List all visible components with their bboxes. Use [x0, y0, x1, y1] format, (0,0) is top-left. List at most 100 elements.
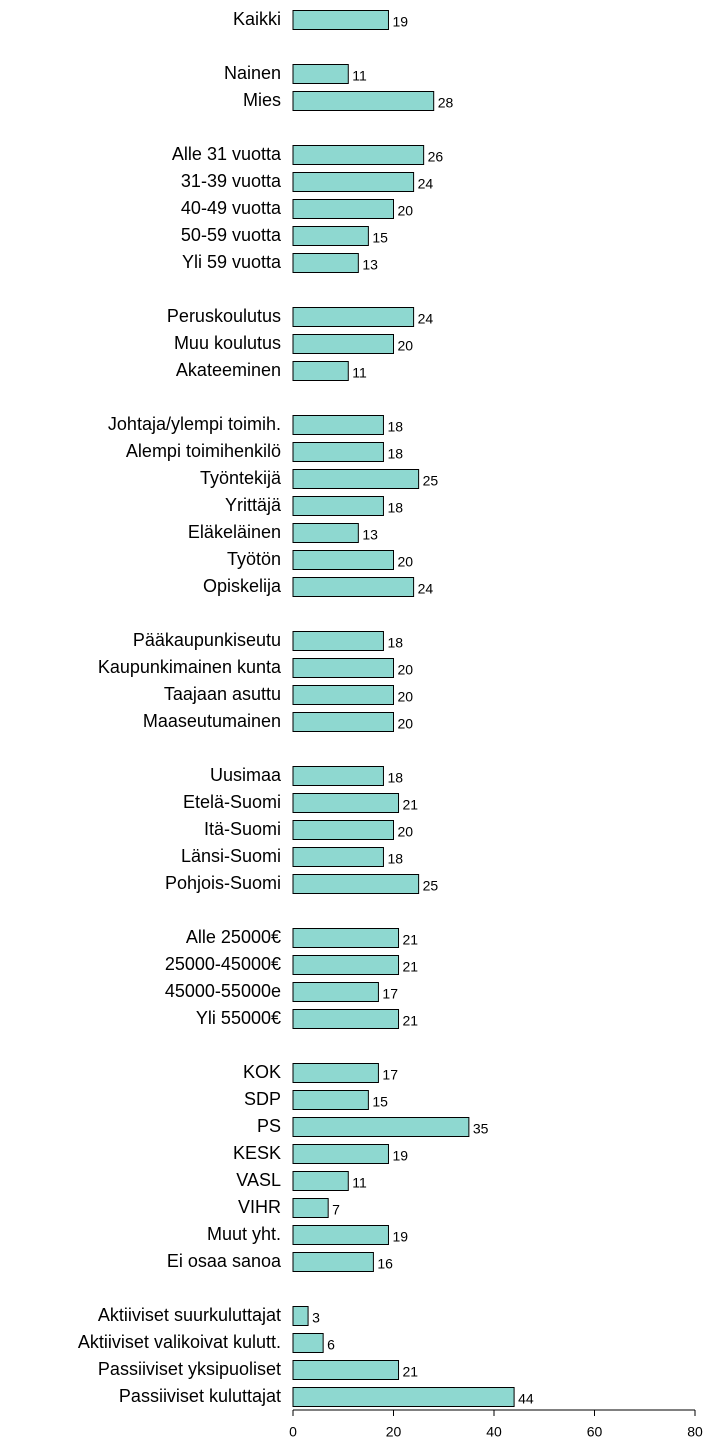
value-label: 25 [423, 878, 439, 894]
category-label: VASL [236, 1170, 281, 1190]
value-label: 3 [312, 1310, 320, 1326]
bar [292, 1090, 369, 1110]
bar [292, 253, 359, 273]
category-label: KOK [243, 1062, 281, 1082]
bar [292, 145, 425, 165]
value-label: 20 [398, 203, 414, 219]
bar [292, 1144, 389, 1164]
bar [292, 793, 400, 813]
bar [292, 766, 384, 786]
x-tick-label: 20 [386, 1424, 402, 1440]
category-label: Etelä-Suomi [183, 792, 281, 812]
category-label: Aktiiviset valikoivat kulutt. [78, 1332, 281, 1352]
value-label: 13 [362, 257, 378, 273]
bar [292, 496, 384, 516]
category-label: Maaseutumainen [143, 711, 281, 731]
bar [292, 10, 389, 30]
value-label: 7 [332, 1202, 340, 1218]
value-label: 17 [382, 1067, 398, 1083]
category-label: Aktiiviset suurkuluttajat [98, 1305, 281, 1325]
bar [292, 172, 415, 192]
bar [292, 928, 400, 948]
value-label: 13 [362, 527, 378, 543]
category-label: Eläkeläinen [188, 522, 281, 542]
category-label: 25000-45000€ [165, 954, 281, 974]
category-label: Alle 25000€ [186, 927, 281, 947]
value-label: 44 [518, 1391, 534, 1407]
bar [292, 469, 420, 489]
value-label: 28 [438, 95, 454, 111]
category-label: Alle 31 vuotta [172, 144, 282, 164]
category-label: Opiskelija [203, 576, 282, 596]
bar [292, 1171, 349, 1191]
category-label: SDP [244, 1089, 281, 1109]
bar [292, 982, 379, 1002]
value-label: 21 [403, 797, 419, 813]
value-label: 25 [423, 473, 439, 489]
category-label: Peruskoulutus [167, 306, 281, 326]
category-label: PS [257, 1116, 281, 1136]
value-label: 18 [387, 635, 403, 651]
bar [292, 820, 394, 840]
value-label: 21 [403, 959, 419, 975]
bar [292, 199, 394, 219]
bar [292, 577, 415, 597]
bar [292, 226, 369, 246]
category-label: 50-59 vuotta [181, 225, 282, 245]
value-label: 20 [398, 689, 414, 705]
category-label: Länsi-Suomi [181, 846, 281, 866]
bar [292, 631, 384, 651]
category-label: 45000-55000e [165, 981, 281, 1001]
category-label: Taajaan asuttu [164, 684, 281, 704]
category-label: Nainen [224, 63, 281, 83]
value-label: 15 [372, 230, 388, 246]
category-label: Itä-Suomi [204, 819, 281, 839]
bar [292, 1063, 379, 1083]
bar [292, 1198, 329, 1218]
category-label: Kaupunkimainen kunta [98, 657, 282, 677]
category-label: Yli 59 vuotta [182, 252, 282, 272]
bar [292, 1252, 374, 1272]
bar [292, 1117, 470, 1137]
bar [292, 64, 349, 84]
value-label: 19 [392, 14, 408, 30]
value-label: 18 [387, 770, 403, 786]
value-label: 19 [392, 1229, 408, 1245]
bar [292, 658, 394, 678]
value-label: 20 [398, 554, 414, 570]
value-label: 20 [398, 338, 414, 354]
category-label: 31-39 vuotta [181, 171, 282, 191]
category-label: Uusimaa [210, 765, 282, 785]
bar [292, 1387, 515, 1407]
category-label: Yli 55000€ [196, 1008, 281, 1028]
value-label: 16 [377, 1256, 393, 1272]
value-label: 26 [428, 149, 444, 165]
category-label: Yrittäjä [225, 495, 282, 515]
value-label: 11 [352, 1175, 367, 1191]
category-label: KESK [233, 1143, 281, 1163]
category-label: Johtaja/ylempi toimih. [108, 414, 281, 434]
category-label: Työntekijä [200, 468, 282, 488]
bar [292, 874, 420, 894]
value-label: 21 [403, 932, 419, 948]
bar [292, 91, 435, 111]
value-label: 35 [473, 1121, 489, 1137]
category-label: Alempi toimihenkilö [126, 441, 281, 461]
category-label: 40-49 vuotta [181, 198, 282, 218]
bar [292, 442, 384, 462]
value-label: 18 [387, 446, 403, 462]
category-label: Muut yht. [207, 1224, 281, 1244]
bar [292, 1306, 309, 1326]
x-tick-label: 40 [486, 1424, 502, 1440]
value-label: 20 [398, 662, 414, 678]
bar [292, 415, 384, 435]
value-label: 17 [382, 986, 398, 1002]
value-label: 19 [392, 1148, 408, 1164]
category-label: Pohjois-Suomi [165, 873, 281, 893]
value-label: 24 [418, 176, 434, 192]
value-label: 18 [387, 419, 403, 435]
value-label: 15 [372, 1094, 388, 1110]
value-label: 18 [387, 851, 403, 867]
value-label: 6 [327, 1337, 335, 1353]
value-label: 11 [352, 68, 367, 84]
